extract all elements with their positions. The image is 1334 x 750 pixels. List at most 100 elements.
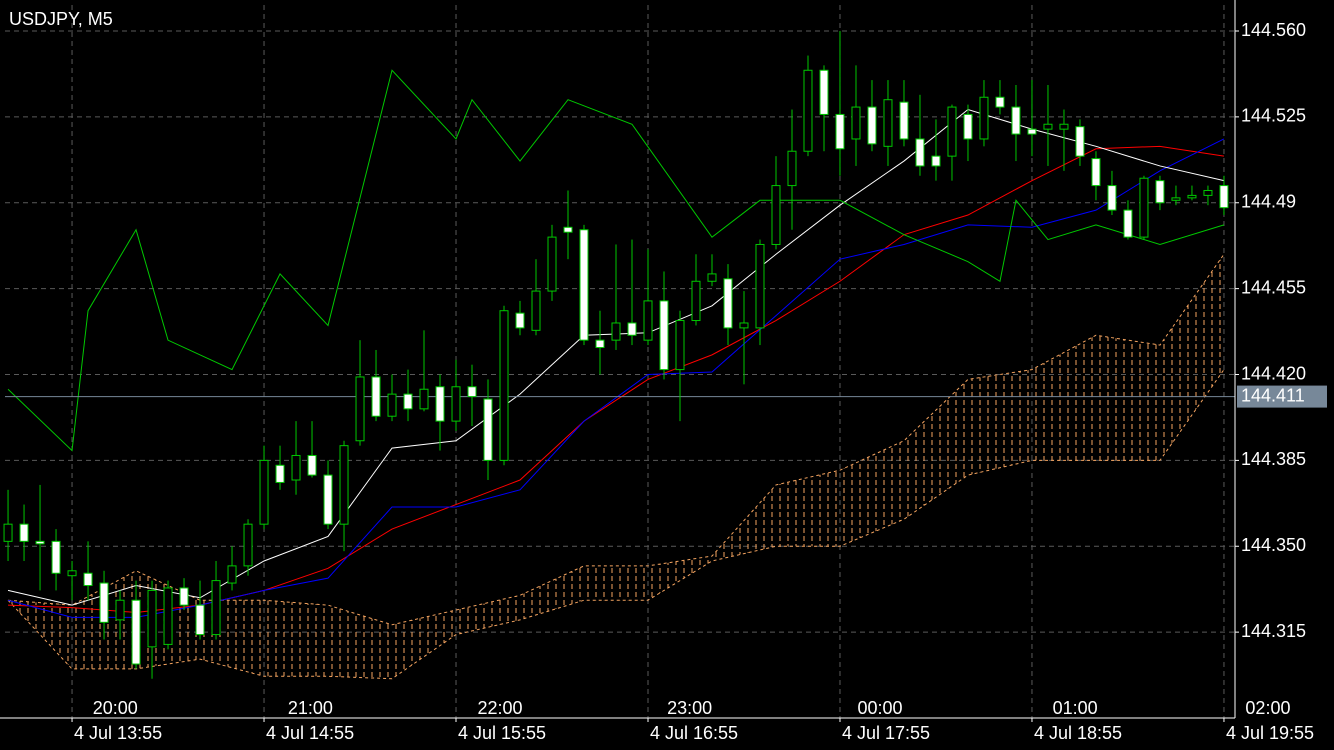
cloud-fill [8, 254, 1224, 679]
candle-body [243, 523, 253, 567]
candle-body [291, 454, 301, 481]
x2-tick-label: 02:00 [1245, 698, 1290, 718]
candle-body [835, 113, 845, 150]
y-tick-label: 144.420 [1241, 363, 1306, 383]
candle-body [851, 106, 861, 140]
x-tick-label: 4 Jul 15:55 [458, 723, 546, 743]
x2-tick-label: 01:00 [1053, 698, 1098, 718]
candle-body [35, 540, 45, 545]
candle-body [867, 106, 877, 145]
x2-tick-label: 20:00 [93, 698, 138, 718]
candle-body [1171, 197, 1181, 201]
chart-title: USDJPY, M5 [9, 9, 113, 29]
candle-body [1123, 209, 1133, 238]
candle-body [515, 312, 525, 329]
y-tick-label: 144.525 [1241, 106, 1306, 126]
candle-body [99, 582, 109, 623]
cloud-layer [7, 253, 1225, 680]
candle-body [547, 236, 557, 292]
candle-body [3, 523, 13, 542]
candle-body [131, 599, 141, 665]
x-tick-label: 4 Jul 17:55 [842, 723, 930, 743]
x-tick-label: 4 Jul 13:55 [74, 723, 162, 743]
candle-body [563, 226, 573, 233]
candle-body [467, 386, 477, 398]
candle-body [1043, 123, 1053, 130]
candle-body [611, 322, 621, 341]
x-tick-label: 4 Jul 14:55 [266, 723, 354, 743]
candle-body [259, 459, 269, 525]
candle-body [771, 185, 781, 245]
y-tick-label: 144.49 [1241, 192, 1296, 212]
candle-body [803, 69, 813, 152]
candle-body [1027, 128, 1037, 135]
lines-layer [5, 69, 1235, 618]
candle-body [163, 587, 173, 645]
candle-body [307, 454, 317, 476]
candle-body [179, 587, 189, 606]
y-tick-label: 144.455 [1241, 277, 1306, 297]
candle-body [1059, 123, 1069, 130]
candle-body [643, 300, 653, 341]
candle-body [787, 150, 797, 187]
candle-body [339, 445, 349, 525]
span-a [8, 253, 1225, 626]
candle-body [323, 474, 333, 525]
candle-body [419, 388, 429, 410]
candle-body [931, 155, 941, 167]
candle-body [627, 322, 637, 336]
candle-body [899, 101, 909, 140]
candle-body [531, 290, 541, 331]
candle-body [451, 386, 461, 422]
candle-body [403, 393, 413, 410]
bid-label: 144.411 [1241, 385, 1305, 405]
candle-body [595, 339, 605, 349]
candle-body [883, 99, 893, 147]
candle-body [19, 523, 29, 542]
y-tick-label: 144.315 [1241, 621, 1306, 641]
candle-body [947, 106, 957, 157]
candle-body [371, 376, 381, 417]
candle-body [739, 322, 749, 329]
candle-body [115, 599, 125, 621]
candle-body [755, 243, 765, 329]
candle-body [995, 96, 1005, 108]
candle-body [1091, 158, 1101, 187]
candle-body [1011, 106, 1021, 135]
candle-body [723, 278, 733, 329]
candle-body [355, 376, 365, 442]
indicator-line [7, 138, 1225, 618]
candle-body [1187, 194, 1197, 199]
candle-body [963, 113, 973, 140]
x2-tick-label: 22:00 [477, 698, 522, 718]
indicator-line [7, 69, 1225, 452]
candle-body [83, 572, 93, 587]
candle-body [1139, 177, 1149, 238]
candle-body [1203, 189, 1213, 196]
candle-body [915, 138, 925, 167]
y-tick-label: 144.385 [1241, 449, 1306, 469]
x-tick-label: 4 Jul 18:55 [1034, 723, 1122, 743]
x2-tick-label: 00:00 [857, 698, 902, 718]
candle-body [67, 570, 77, 577]
x2-tick-label: 23:00 [667, 698, 712, 718]
x-tick-label: 4 Jul 16:55 [650, 723, 738, 743]
candle-body [195, 604, 205, 636]
candle-body [51, 540, 61, 574]
x-tick-label: 4 Jul 19:55 [1226, 723, 1314, 743]
candles-layer [3, 31, 1229, 679]
candle-body [275, 464, 285, 483]
candle-body [691, 280, 701, 322]
y-tick-label: 144.350 [1241, 535, 1306, 555]
candle-body [1155, 180, 1165, 204]
candle-body [579, 229, 589, 341]
candle-body [659, 300, 669, 371]
y-tick-label: 144.560 [1241, 20, 1306, 40]
x2-tick-label: 21:00 [288, 698, 333, 718]
candle-body [387, 393, 397, 417]
candle-body [227, 565, 237, 584]
candle-body [675, 320, 685, 371]
